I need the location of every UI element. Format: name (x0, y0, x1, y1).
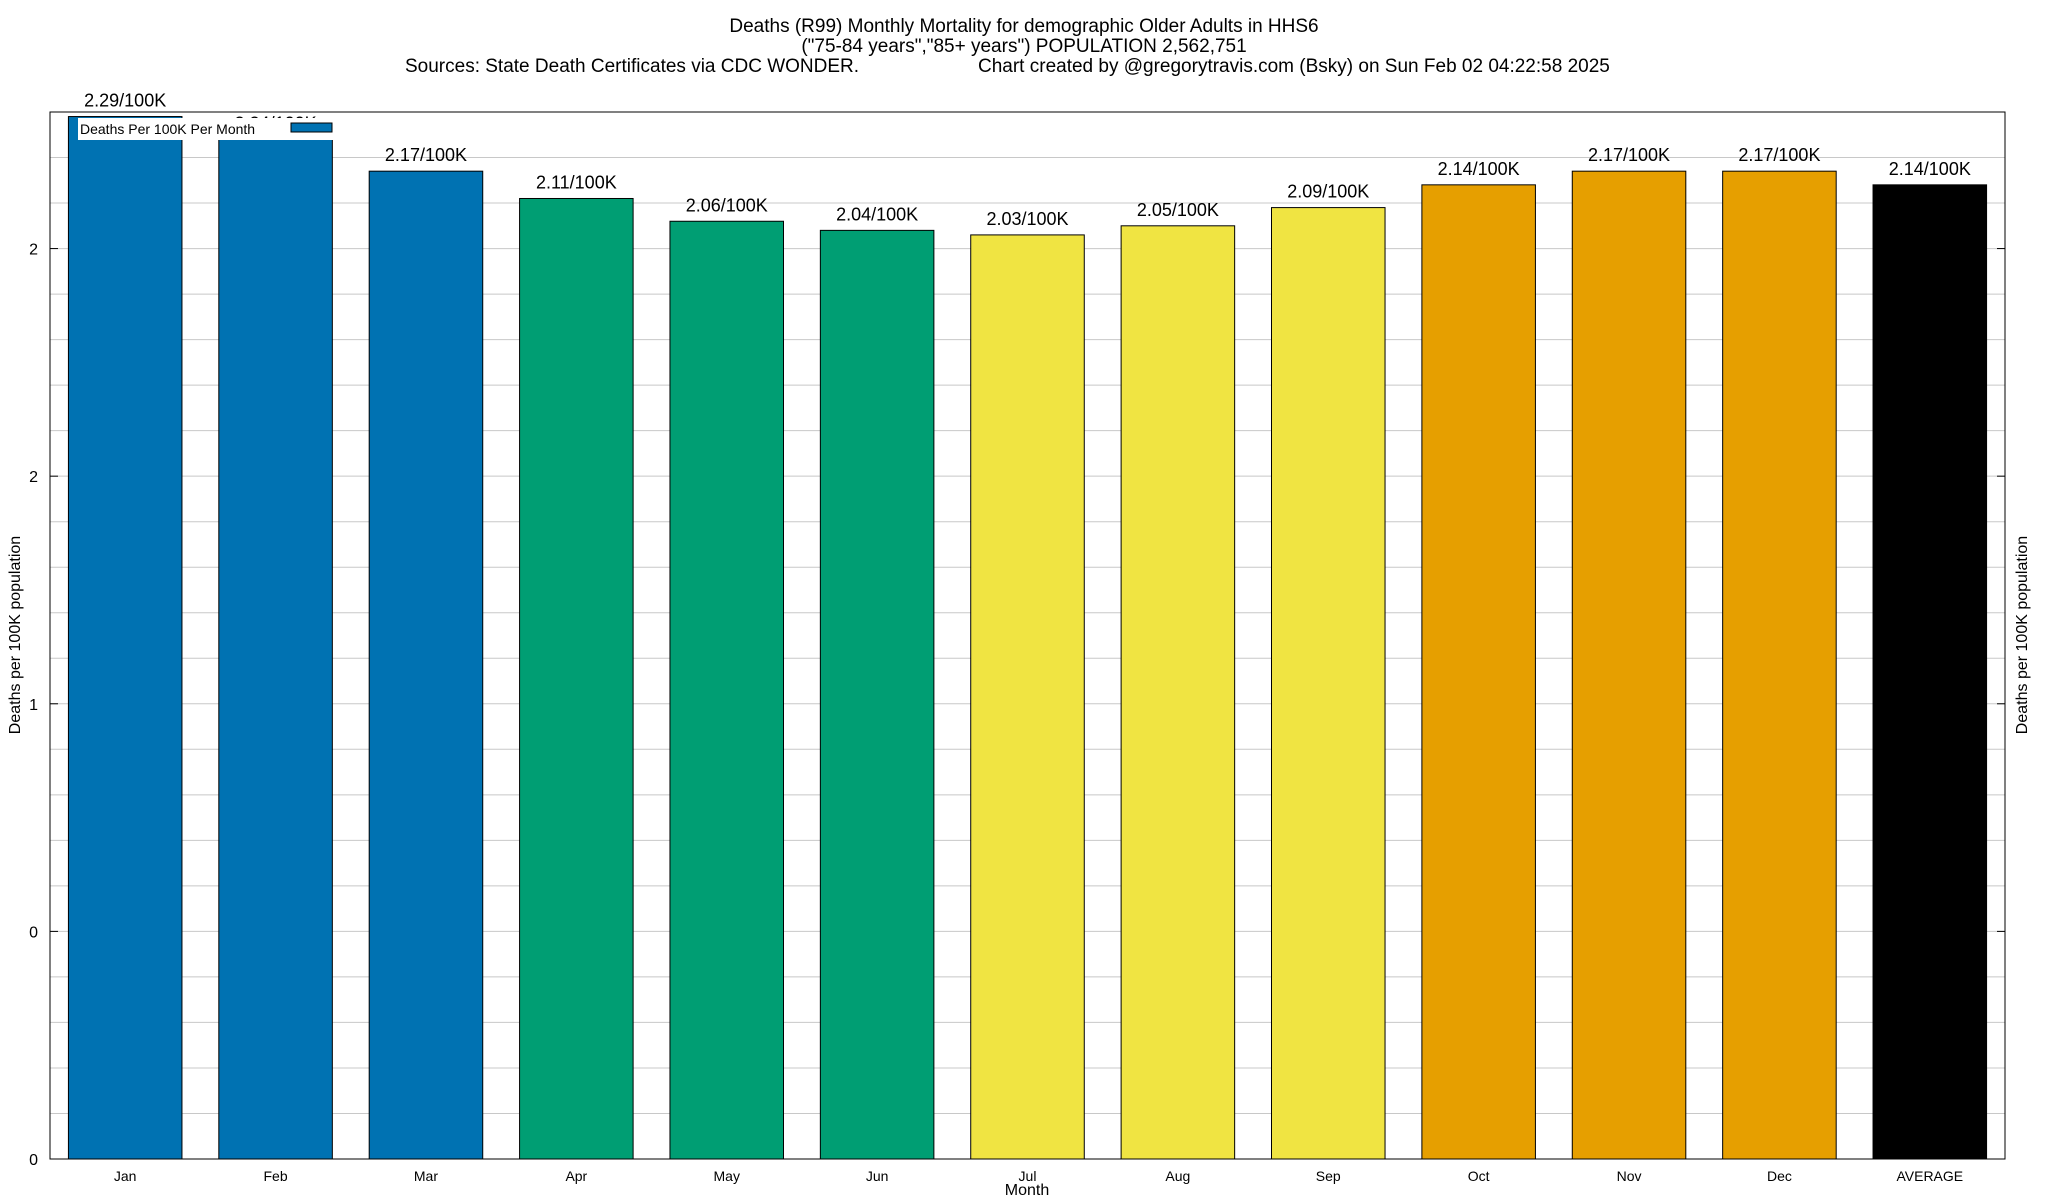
bar-value-label: 2.17/100K (1738, 145, 1820, 165)
bars: 2.29/100K2.24/100K2.17/100K2.11/100K2.06… (67, 91, 1988, 1160)
bar (669, 220, 785, 1160)
x-tick-label: May (714, 1168, 740, 1184)
x-tick-label: Nov (1617, 1168, 1642, 1184)
x-tick-label: Oct (1468, 1168, 1490, 1184)
y-tick-label: 0 (29, 924, 38, 941)
bar (1722, 170, 1837, 1160)
bar-value-label: 2.04/100K (836, 204, 918, 224)
bar (1270, 207, 1386, 1160)
legend: Deaths Per 100K Per Month (78, 118, 336, 140)
bar (1421, 184, 1536, 1160)
x-tick-label: Feb (264, 1168, 288, 1184)
x-axis-label: Month (1005, 1182, 1049, 1199)
x-tick-label: Apr (565, 1168, 587, 1184)
plot-area-frame (49, 111, 2006, 1160)
x-tick-label: Jan (114, 1168, 137, 1184)
bar (1120, 225, 1236, 1160)
y-axis-ticks: 0 0 1 2 2 (29, 242, 2005, 1169)
bar (368, 170, 484, 1160)
bar-value-label: 2.17/100K (385, 145, 467, 165)
x-tick-label: Jun (866, 1168, 889, 1184)
bar-value-label: 2.06/100K (686, 195, 768, 215)
bar (519, 197, 634, 1160)
y-tick-label: 1 (29, 697, 38, 714)
legend-box (78, 118, 336, 140)
bar (67, 116, 183, 1160)
bar (218, 138, 333, 1160)
x-tick-label: Dec (1767, 1168, 1792, 1184)
bar-value-label: 2.14/100K (1889, 159, 1971, 179)
y-tick-label: 0 (29, 1152, 38, 1169)
chart-subtitle: ("75-84 years","85+ years") POPULATION 2… (801, 36, 1246, 57)
bar (819, 229, 935, 1160)
x-tick-label: Mar (414, 1168, 438, 1184)
x-tick-label: Jul (1019, 1168, 1037, 1184)
bar-value-label: 2.09/100K (1287, 182, 1369, 202)
bar (970, 234, 1085, 1160)
bar (1872, 184, 1988, 1160)
bar-value-label: 2.14/100K (1438, 159, 1520, 179)
chart-title: Deaths (R99) Monthly Mortality for demog… (729, 16, 1318, 37)
legend-swatch (290, 122, 333, 133)
y-axis-label: Deaths per 100K population (7, 536, 24, 734)
x-tick-label: Sep (1316, 1168, 1341, 1184)
x-axis-ticks: Jan Feb Mar Apr May Jun Jul Aug Sep Oct Nov Dec AVER… (114, 1168, 1963, 1184)
bar (1571, 170, 1687, 1160)
bar-value-label: 2.03/100K (986, 209, 1068, 229)
chart-source-line: Sources: State Death Certificates via CD… (405, 56, 859, 77)
bar-value-label: 2.17/100K (1588, 145, 1670, 165)
bar-value-label: 2.29/100K (84, 91, 166, 111)
x-tick-label: Aug (1165, 1168, 1190, 1184)
y-axis-label-right: Deaths per 100K population (2014, 536, 2031, 734)
bar-value-label: 2.11/100K (536, 172, 617, 192)
legend-label: Deaths Per 100K Per Month (80, 121, 255, 137)
bar-value-label: 2.05/100K (1137, 200, 1219, 220)
x-tick-label: AVERAGE (1896, 1168, 1963, 1184)
y-tick-label: 2 (29, 469, 38, 486)
chart-credit-line: Chart created by @gregorytravis.com (Bsk… (978, 56, 1610, 77)
y-tick-label: 2 (29, 242, 38, 259)
